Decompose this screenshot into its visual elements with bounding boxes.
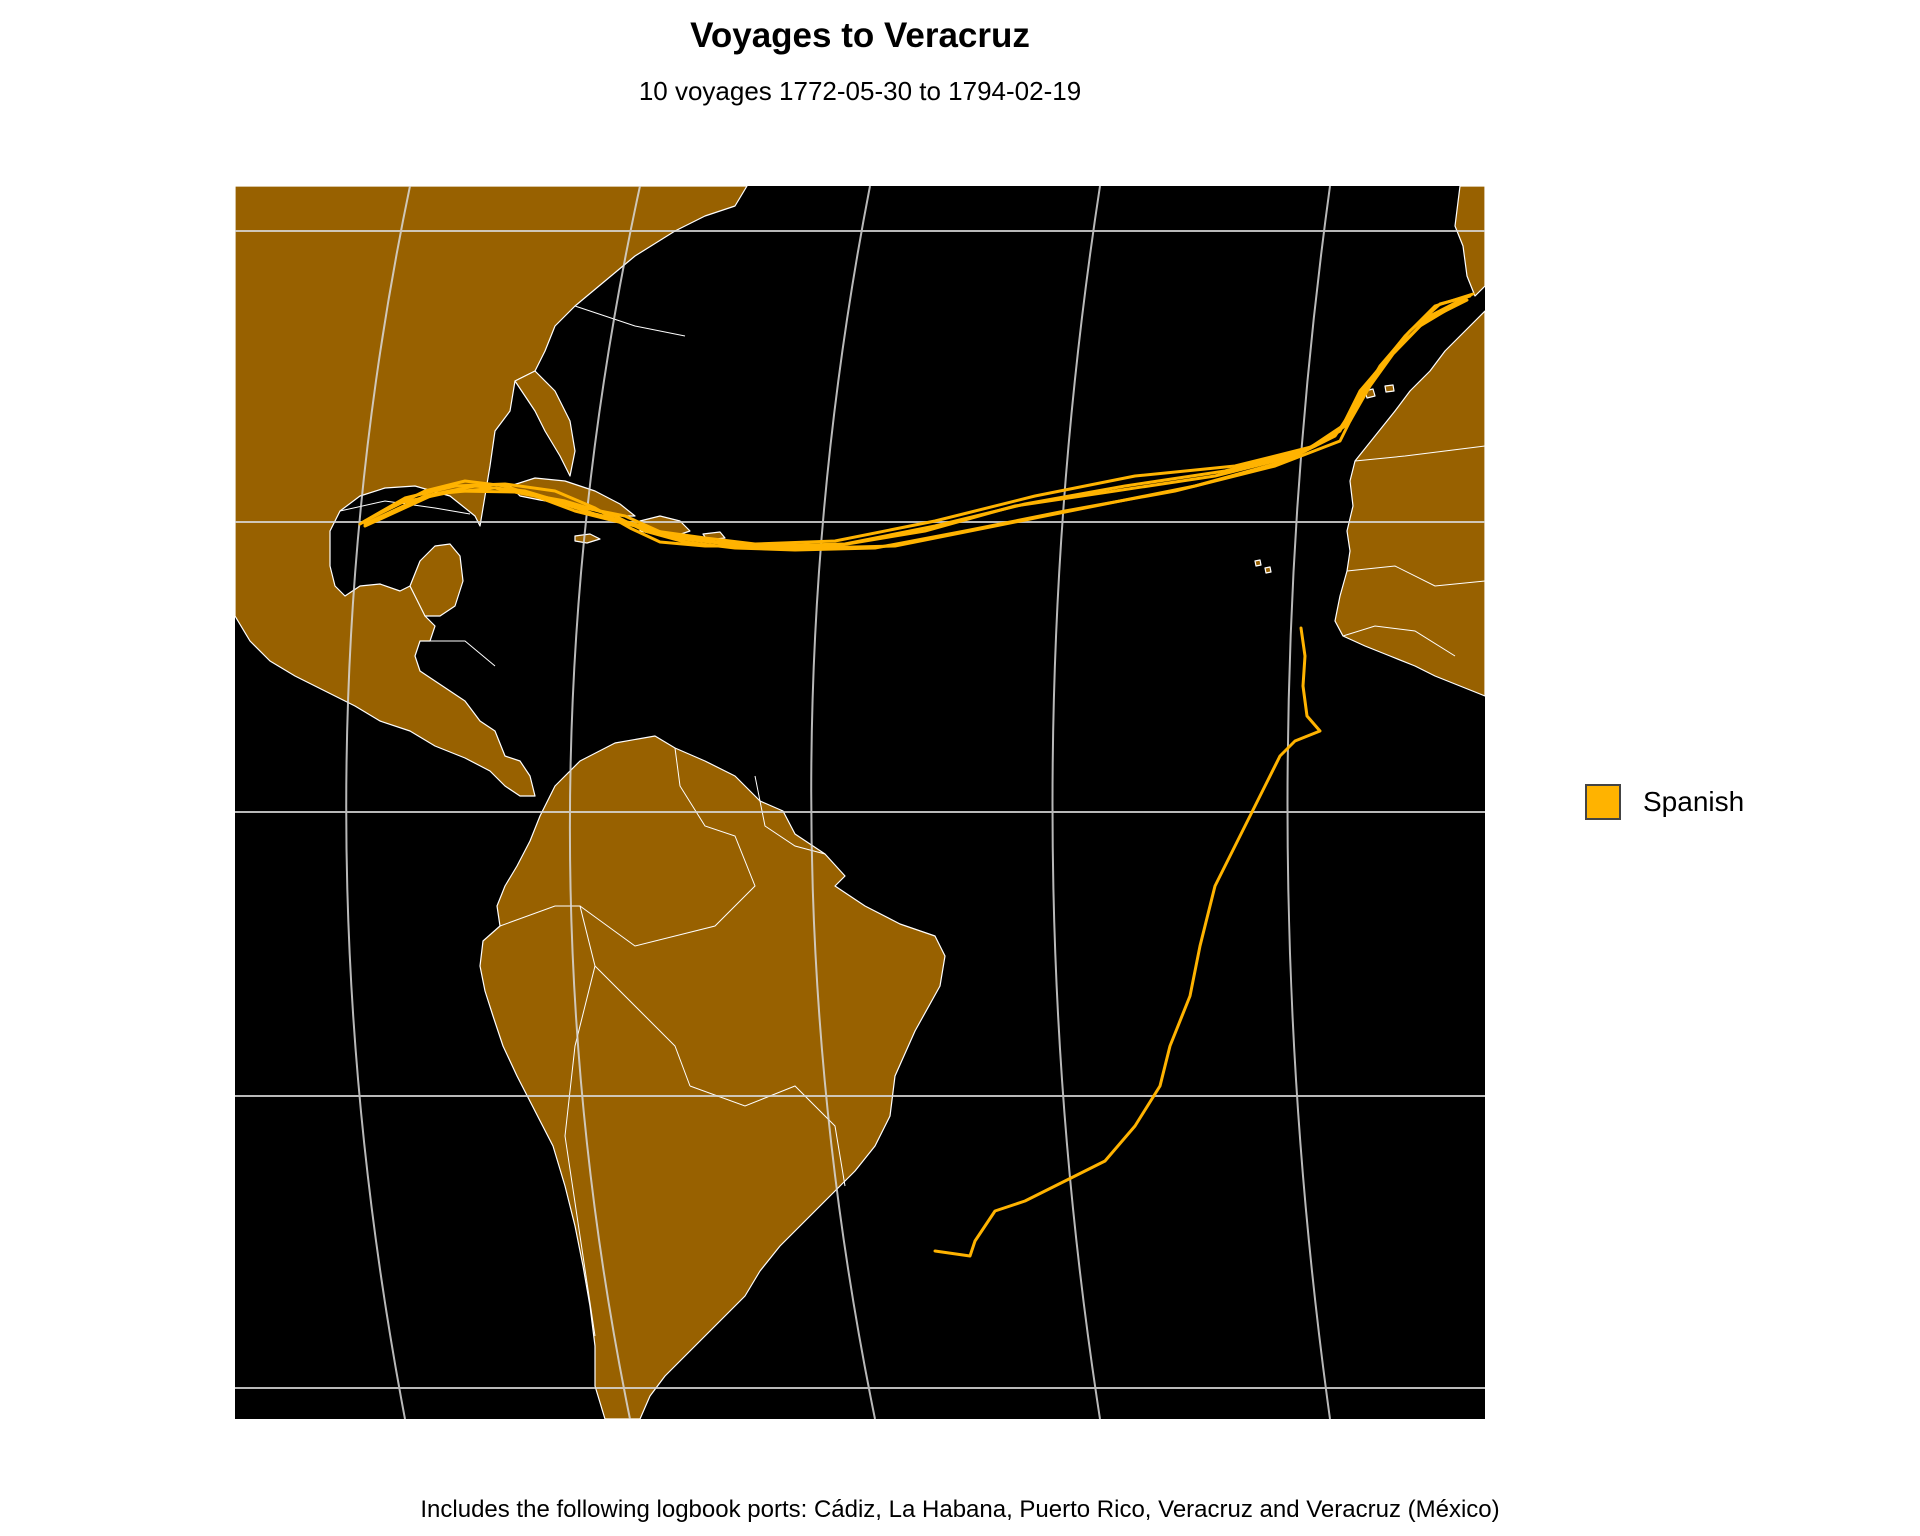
canary-islands [1364, 384, 1395, 399]
guinea-border [1342, 625, 1456, 657]
cape-verde [1254, 559, 1272, 574]
map-caption: Includes the following logbook ports: Cá… [420, 1496, 1500, 1523]
legend-label-spanish: Spanish [1643, 786, 1745, 817]
voyage-tracks [358, 292, 1475, 1258]
chile-argentina-border [564, 965, 596, 1337]
venezuela-guyana-border [754, 775, 826, 855]
mauritania-border [1346, 565, 1485, 587]
voyage-track [933, 626, 1322, 1258]
voyage-track [361, 298, 1469, 548]
usa-canada-border [574, 305, 686, 337]
map-panel [235, 186, 1485, 1419]
graticule-meridian [1286, 186, 1331, 1419]
africa [1334, 310, 1485, 697]
yucatan [409, 543, 464, 617]
map-canvas [235, 186, 1485, 1419]
south-america [479, 735, 946, 1419]
jamaica [574, 533, 601, 544]
central-america-border [420, 640, 496, 667]
iberia [1454, 186, 1485, 297]
voyage-track [358, 294, 1472, 552]
map-title: Voyages to Veracruz [690, 16, 1030, 55]
border-layer [339, 305, 1485, 1337]
graticule [235, 186, 1485, 1419]
legend: Spanish [1585, 784, 1744, 820]
map-subtitle: 10 voyages 1772-05-30 to 1794-02-19 [638, 76, 1082, 106]
paraguay-border [689, 1085, 846, 1187]
florida [514, 370, 576, 477]
graticule-meridian [1051, 186, 1101, 1419]
graticule-meridian [810, 186, 876, 1419]
colombia-brazil-border [579, 747, 756, 947]
morocco-border [1354, 445, 1485, 462]
land-layer [235, 186, 1485, 1419]
graticule-meridian [568, 186, 641, 1419]
graticule-meridian [345, 186, 411, 1419]
legend-swatch-spanish [1585, 784, 1621, 820]
